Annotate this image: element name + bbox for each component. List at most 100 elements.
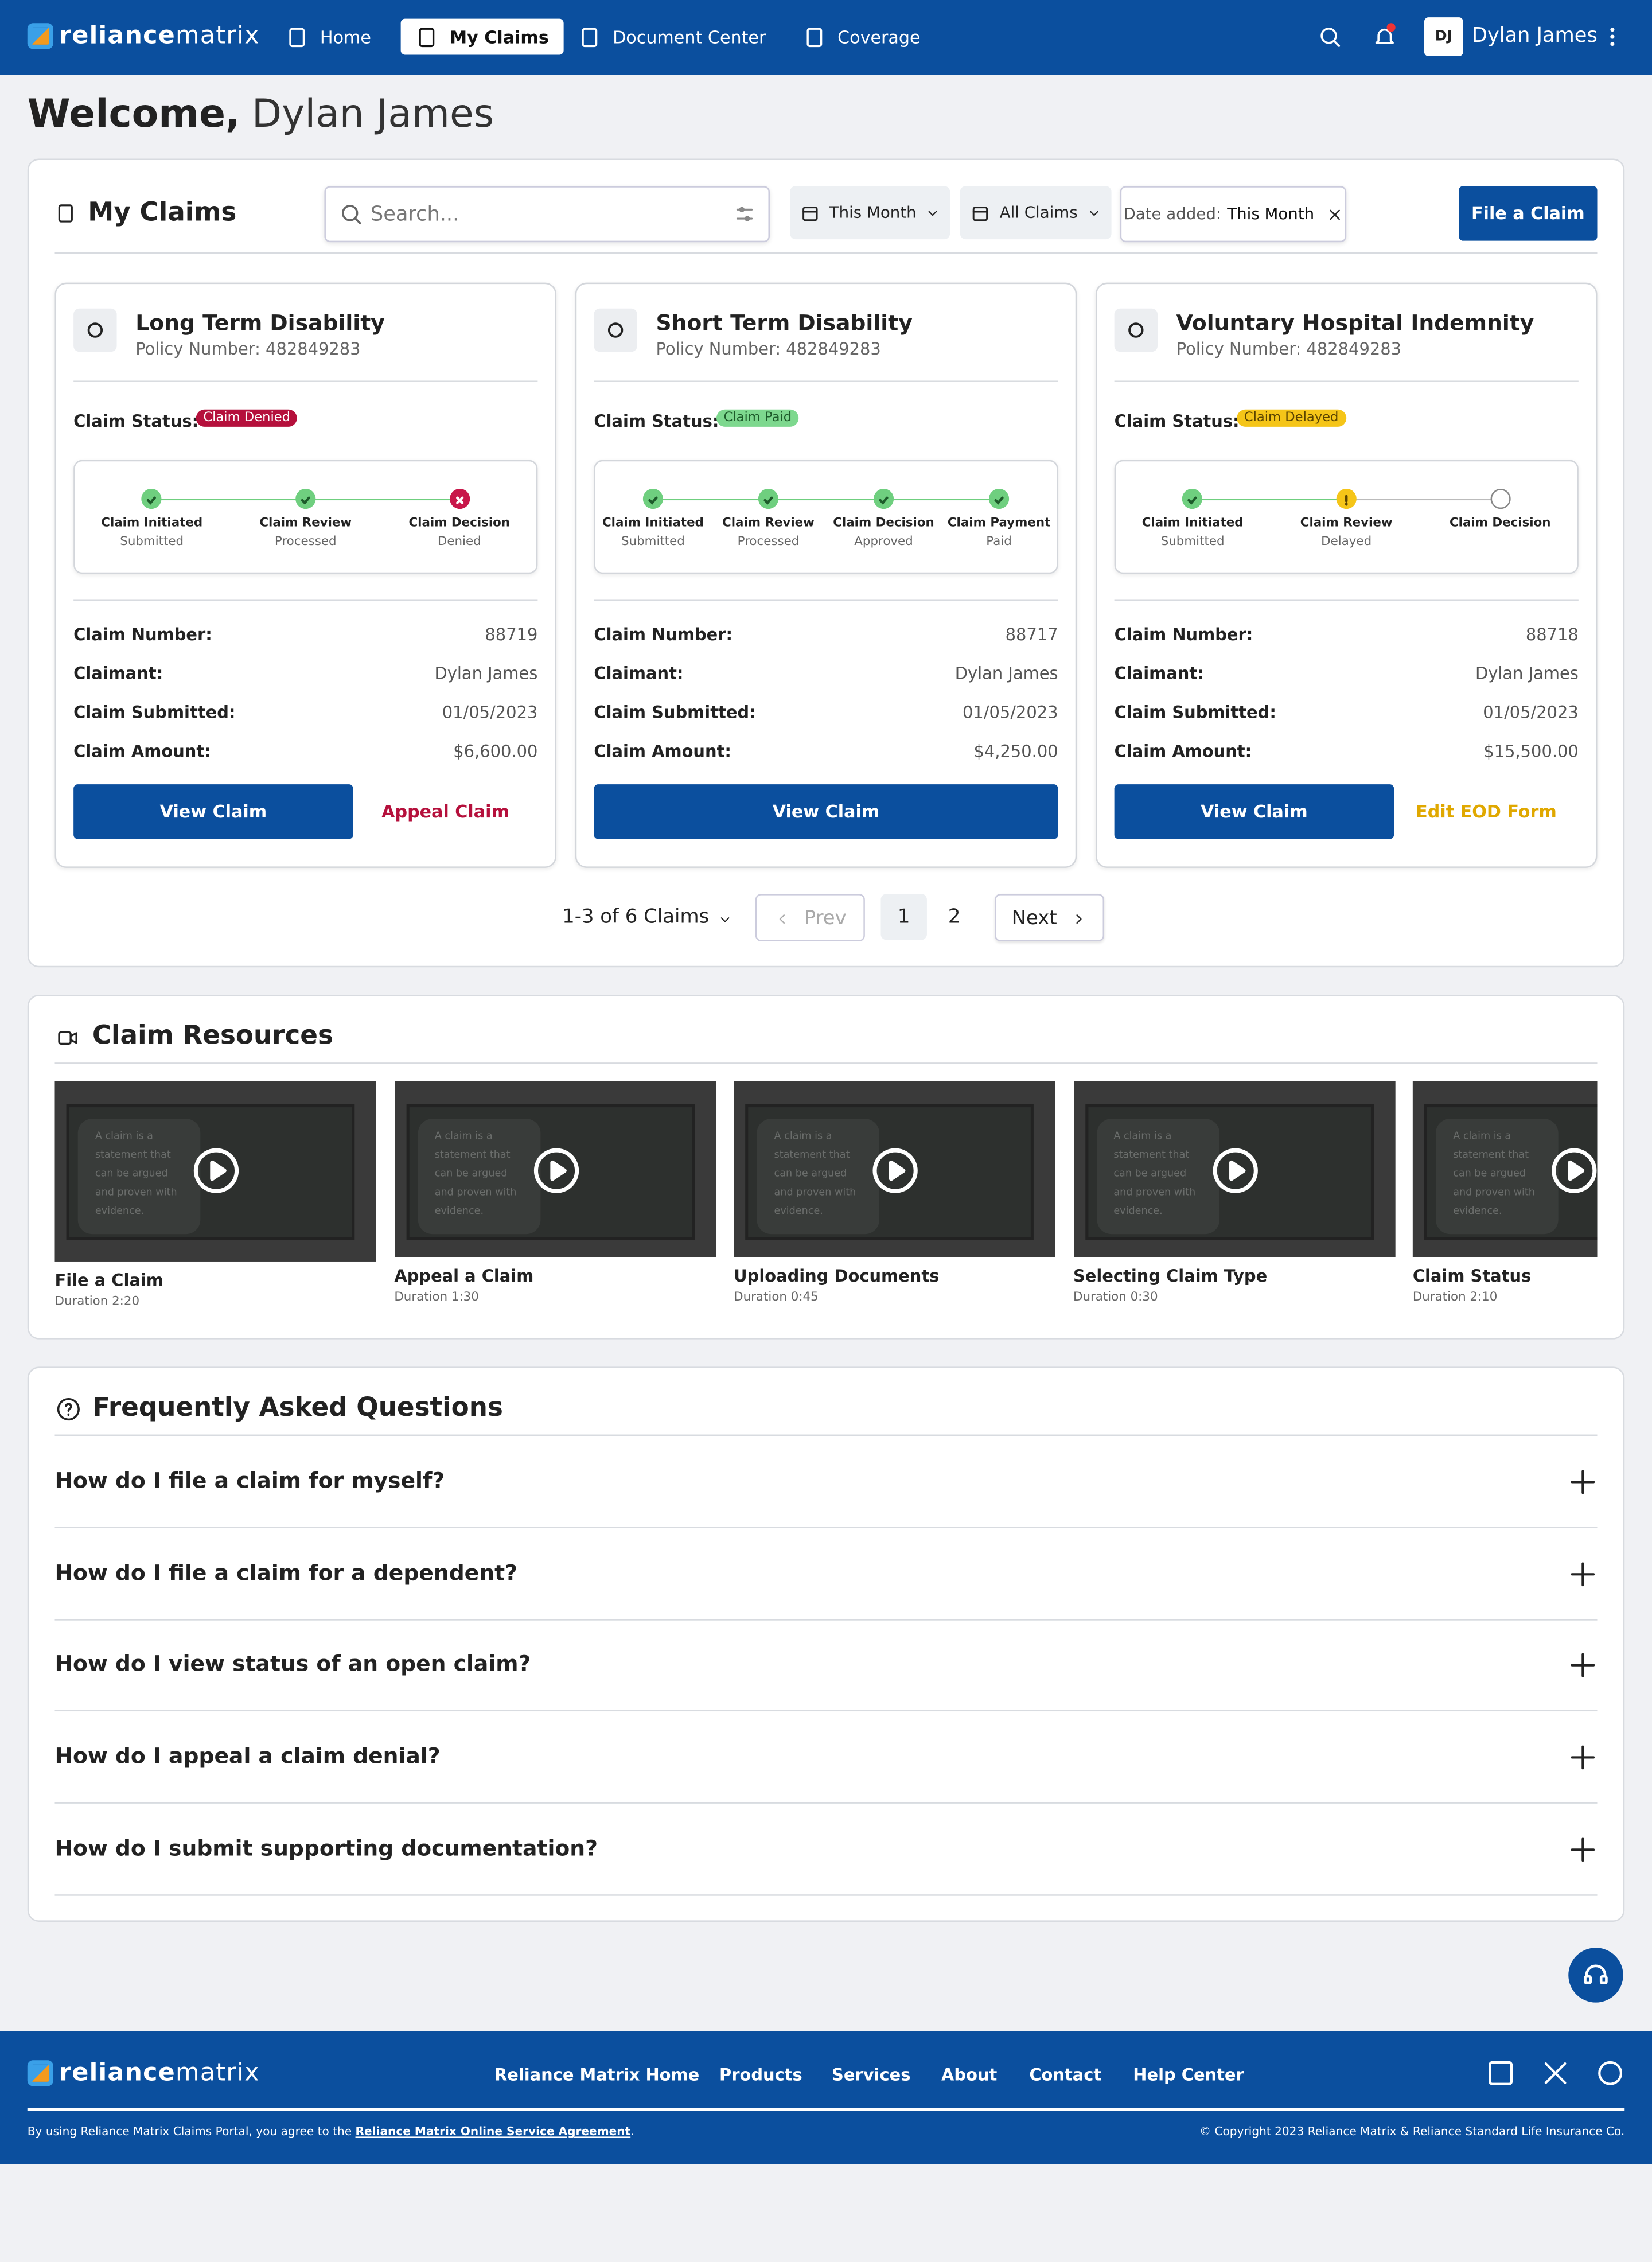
- play-button: [871, 1146, 919, 1195]
- step-marker: [1182, 488, 1203, 509]
- step-marker: [873, 488, 894, 509]
- video-duration: Duration 1:30: [394, 1290, 479, 1305]
- divider: [73, 380, 538, 382]
- footer-link[interactable]: Help Center: [1133, 2064, 1244, 2085]
- claim-card: Short Term Disability Policy Number: 4828…: [575, 282, 1077, 868]
- detail-value: 88718: [1525, 624, 1579, 645]
- user-name[interactable]: Dylan James: [1471, 24, 1598, 48]
- detail-label: Claimant:: [73, 663, 163, 684]
- detail-value: $15,500.00: [1483, 741, 1579, 761]
- avatar[interactable]: DJ: [1424, 17, 1463, 57]
- faq-question: How do I appeal a claim denial?: [54, 1743, 441, 1769]
- video-duration: Duration 0:30: [1073, 1290, 1158, 1305]
- faq-item[interactable]: How do I view status of an open claim?: [54, 1619, 1598, 1712]
- nav-link[interactable]: My Claims: [400, 18, 563, 55]
- linkedin-icon[interactable]: [1486, 2059, 1515, 2088]
- step-name: Claim Decision: [1449, 516, 1551, 531]
- video-duration: Duration 0:45: [734, 1290, 819, 1305]
- search-placeholder: Search...: [370, 203, 459, 227]
- detail-label: Claim Submitted:: [1114, 702, 1276, 723]
- facebook-icon[interactable]: [1596, 2059, 1624, 2088]
- video-title[interactable]: File a Claim: [54, 1270, 163, 1291]
- section-title: My Claims: [88, 197, 237, 228]
- page-summary[interactable]: 1-3 of 6 Claims: [562, 905, 732, 928]
- brand-logo: reliance matrix: [27, 2059, 260, 2088]
- nav-label: My Claims: [450, 26, 549, 47]
- view-claim-button[interactable]: View Claim: [594, 784, 1058, 839]
- next-button[interactable]: Next: [995, 894, 1105, 942]
- claim-title: Voluntary Hospital Indemnity: [1176, 310, 1534, 336]
- step-state: Submitted: [621, 535, 685, 550]
- more-icon: [1600, 25, 1625, 49]
- detail-value: $4,250.00: [973, 741, 1058, 761]
- step-state: Denied: [437, 535, 481, 550]
- video-title[interactable]: Claim Status: [1412, 1266, 1532, 1286]
- faq-item[interactable]: How do I submit supporting documentation…: [54, 1803, 1598, 1896]
- play-button: [531, 1146, 580, 1195]
- footer-link[interactable]: Reliance Matrix Home: [494, 2064, 700, 2085]
- thumbnail-text: A claim is a statement that can be argue…: [417, 1119, 540, 1235]
- faq-item[interactable]: How do I appeal a claim denial?: [54, 1711, 1598, 1804]
- policy-number: Policy Number: 482849283: [135, 338, 361, 359]
- file-claim-button[interactable]: File a Claim: [1459, 186, 1598, 241]
- video-thumbnail[interactable]: A claim is a statement that can be argue…: [54, 1081, 376, 1262]
- divider: [1114, 380, 1579, 382]
- step-name: Claim Review: [259, 516, 352, 531]
- support-button[interactable]: [1568, 1948, 1623, 2003]
- step-state: Processed: [737, 535, 800, 550]
- secondary-action[interactable]: Edit EOD Form: [1416, 801, 1557, 822]
- step-state: Submitted: [120, 535, 184, 550]
- detail-value: 88719: [485, 624, 538, 645]
- status-tracker: Claim Initiated Submitted Claim Review Dela…: [1114, 460, 1579, 574]
- step-name: Claim Review: [722, 516, 815, 531]
- nav-link[interactable]: Home: [286, 19, 371, 55]
- brand-name: reliance matrix: [59, 2059, 260, 2088]
- video-thumbnail[interactable]: A claim is a statement that can be argue…: [734, 1081, 1055, 1257]
- detail-value: Dylan James: [954, 663, 1058, 684]
- filter-dropdown[interactable]: This Month: [790, 186, 950, 240]
- divider: [73, 599, 538, 601]
- footer-link[interactable]: Contact: [1029, 2064, 1102, 2085]
- legal-text: By using Reliance Matrix Claims Portal, …: [28, 2125, 634, 2138]
- divider: [594, 599, 1058, 601]
- x-icon[interactable]: [1541, 2059, 1569, 2088]
- video-title[interactable]: Appeal a Claim: [394, 1266, 534, 1286]
- nav-link[interactable]: Document Center: [578, 19, 766, 55]
- detail-label: Claimant:: [594, 663, 684, 684]
- faq-question: How do I view status of an open claim?: [54, 1651, 531, 1677]
- page-number[interactable]: 1: [880, 894, 927, 940]
- secondary-action[interactable]: Appeal Claim: [381, 801, 509, 822]
- filter-chip[interactable]: Date added: This Month: [1120, 186, 1347, 243]
- view-claim-button[interactable]: View Claim: [1114, 784, 1394, 839]
- expand-icon: [1568, 1835, 1597, 1864]
- claims-panel: My Claims Search... This Month All Claims Da…: [27, 158, 1625, 968]
- page-number[interactable]: 2: [948, 905, 961, 929]
- chevron: [718, 910, 732, 924]
- faq-item[interactable]: How do I file a claim for a dependent?: [54, 1528, 1598, 1620]
- search-box[interactable]: Search...: [324, 186, 770, 243]
- footer-link[interactable]: Services: [832, 2064, 911, 2085]
- view-claim-button[interactable]: View Claim: [73, 784, 353, 839]
- filter-dropdown[interactable]: All Claims: [960, 186, 1112, 240]
- search-icon: [1318, 25, 1342, 49]
- footer-link[interactable]: About: [941, 2064, 998, 2085]
- legal-link[interactable]: Reliance Matrix Online Service Agreement: [355, 2125, 631, 2138]
- footer-link[interactable]: Products: [719, 2064, 802, 2085]
- video-thumbnail[interactable]: A claim is a statement that can be argue…: [394, 1081, 716, 1257]
- prev-button[interactable]: Prev: [755, 894, 865, 942]
- faq-item[interactable]: How do I file a claim for myself?: [54, 1436, 1598, 1528]
- nav-link[interactable]: Coverage: [803, 19, 921, 55]
- detail-value: 88717: [1005, 624, 1058, 645]
- step-name: Claim Decision: [833, 516, 934, 531]
- brand-part: matrix: [175, 2058, 260, 2088]
- video-title[interactable]: Selecting Claim Type: [1073, 1266, 1268, 1286]
- video-thumbnail[interactable]: A claim is a statement that can be argue…: [1073, 1081, 1395, 1257]
- video-title[interactable]: Uploading Documents: [734, 1266, 940, 1286]
- nav-label: Coverage: [837, 26, 921, 47]
- brand-part: reliance: [59, 21, 176, 50]
- video-thumbnail[interactable]: A claim is a statement that can be argue…: [1412, 1081, 1598, 1257]
- section-title: Frequently Asked Questions: [92, 1392, 503, 1423]
- thumbnail-text: A claim is a statement that can be argue…: [757, 1119, 879, 1235]
- detail-label: Claim Number:: [73, 624, 212, 645]
